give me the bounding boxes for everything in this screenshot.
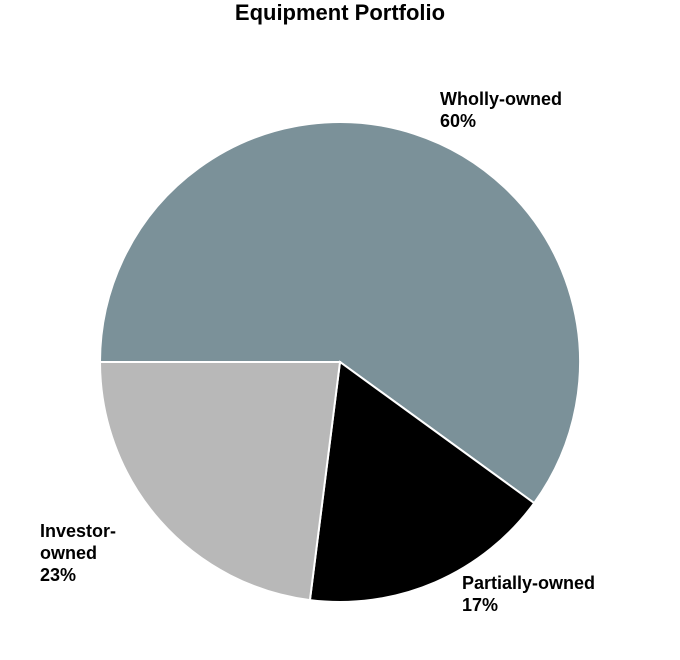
slice-label-text: owned bbox=[40, 543, 97, 563]
slice-label-percent: 23% bbox=[40, 565, 77, 585]
slice-label-investor-owned: Investor- owned 23% bbox=[40, 520, 116, 586]
pie-slice-wholly-owned bbox=[98, 121, 581, 505]
slice-label-partially-owned: Partially-owned 17% bbox=[462, 572, 595, 616]
pie-slice-investor-owned bbox=[98, 361, 342, 602]
slice-label-percent: 60% bbox=[440, 111, 477, 131]
slice-label-percent: 17% bbox=[462, 595, 499, 615]
pie-slice-partially-owned bbox=[308, 360, 536, 603]
slice-label-text: Partially-owned bbox=[462, 573, 596, 593]
slice-label-text: Wholly-owned bbox=[440, 89, 562, 109]
slice-label-wholly-owned: Wholly-owned 60% bbox=[440, 88, 562, 132]
slice-label-text: Investor- bbox=[40, 521, 117, 541]
chart-title: Equipment Portfolio bbox=[234, 0, 446, 25]
